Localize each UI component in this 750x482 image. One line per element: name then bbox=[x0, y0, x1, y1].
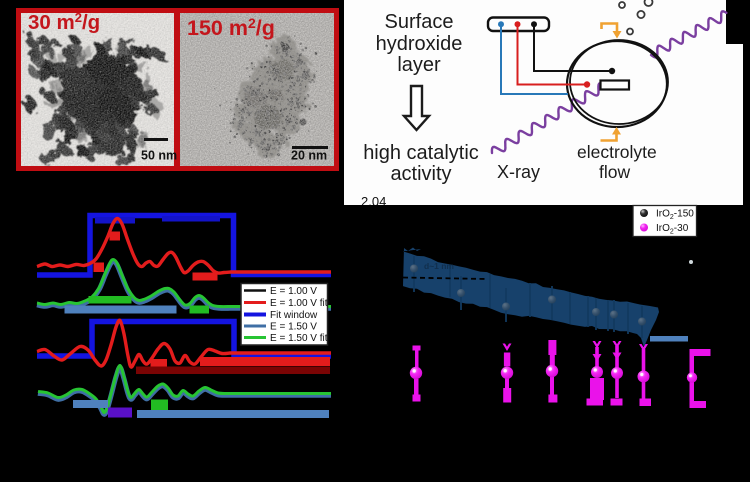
svg-text:X-ray: X-ray bbox=[497, 162, 540, 182]
svg-text:d~1 nm: d~1 nm bbox=[424, 261, 454, 271]
svg-text:Fit window: Fit window bbox=[270, 310, 318, 321]
svg-text:E = 1.00 V fit: E = 1.00 V fit bbox=[270, 298, 328, 309]
svg-text:activity: activity bbox=[390, 163, 451, 185]
svg-text:IrO2-150: IrO2-150 bbox=[656, 209, 694, 222]
svg-text:20 nm: 20 nm bbox=[291, 149, 327, 163]
svg-text:flow: flow bbox=[599, 162, 630, 182]
svg-text:layer: layer bbox=[397, 54, 441, 76]
svg-text:electrolyte: electrolyte bbox=[577, 142, 657, 162]
svg-text:Surface: Surface bbox=[385, 11, 454, 33]
svg-text:E = 1.50 V fit: E = 1.50 V fit bbox=[270, 333, 328, 344]
svg-text:50 nm: 50 nm bbox=[141, 149, 177, 163]
svg-text:IrO2-30: IrO2-30 bbox=[656, 223, 689, 236]
svg-text:150 m2/g: 150 m2/g bbox=[187, 15, 275, 40]
svg-text:E = 1.50 V: E = 1.50 V bbox=[270, 322, 317, 333]
svg-text:high catalytic: high catalytic bbox=[363, 142, 479, 164]
svg-text:30 m2/g: 30 m2/g bbox=[28, 10, 100, 34]
svg-text:hydroxide: hydroxide bbox=[376, 33, 463, 55]
svg-text:E = 1.00 V: E = 1.00 V bbox=[270, 286, 317, 297]
